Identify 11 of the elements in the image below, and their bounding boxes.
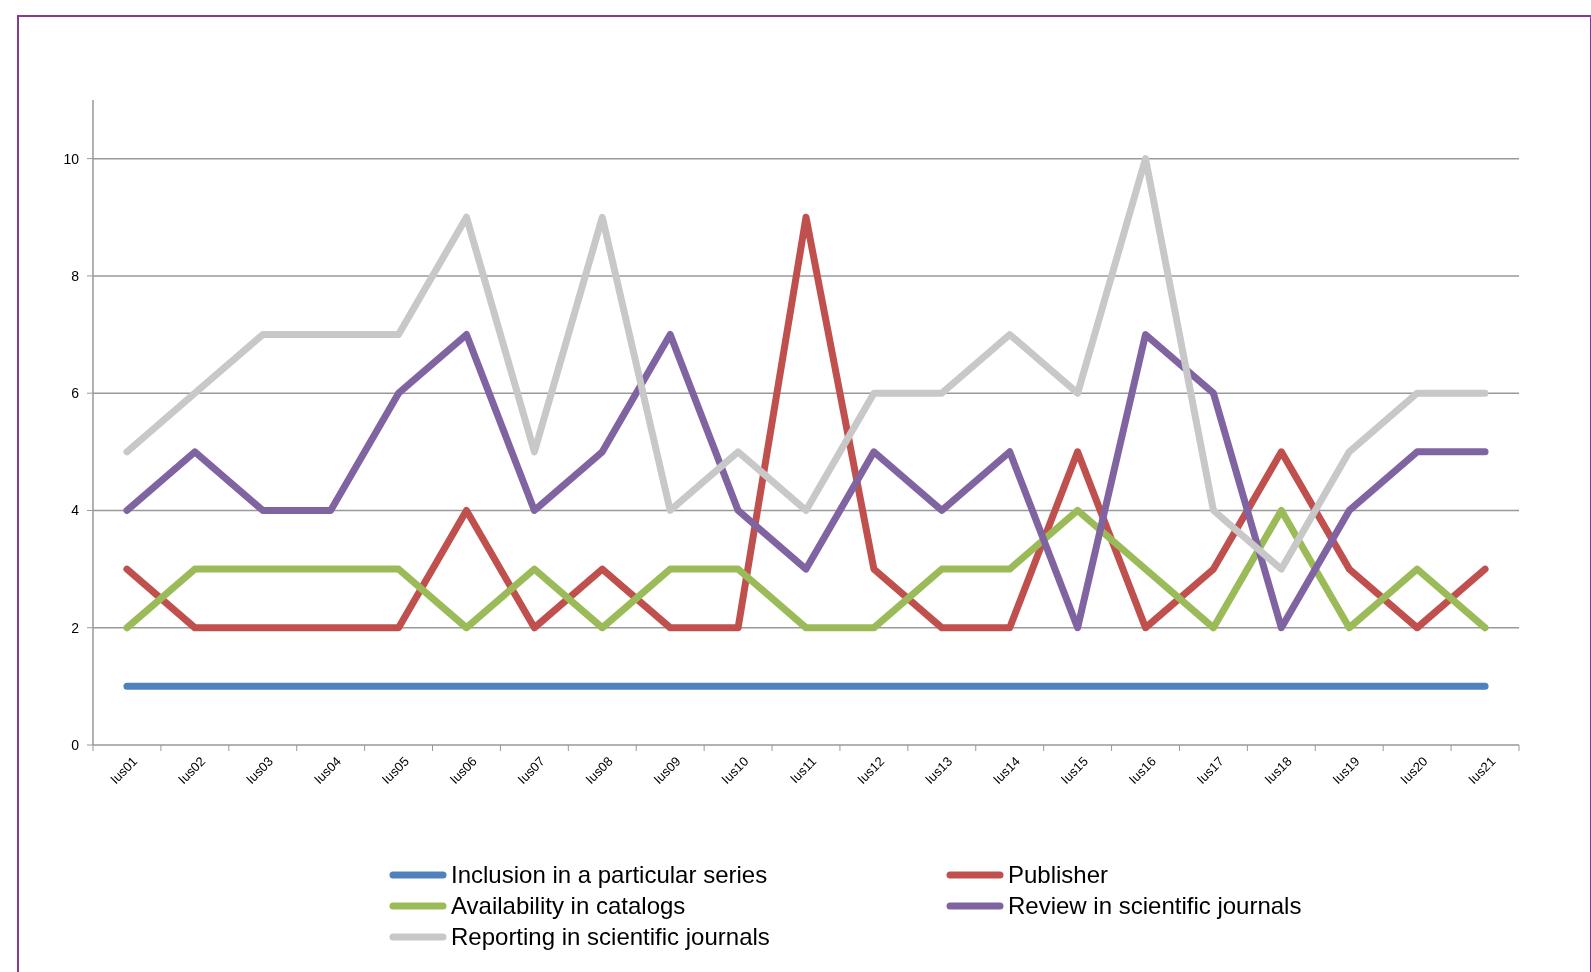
legend-label: Inclusion in a particular series	[451, 861, 768, 889]
y-tick-label: 2	[71, 619, 80, 636]
y-tick-label: 10	[63, 150, 80, 167]
legend-label: Publisher	[1008, 861, 1109, 889]
y-tick-label: 4	[71, 502, 80, 519]
legend-label: Reporting in scientific journals	[451, 923, 770, 951]
y-tick-label: 6	[71, 385, 80, 402]
legend-label: Availability in catalogs	[451, 892, 686, 920]
y-tick-label: 0	[71, 736, 80, 753]
y-tick-label: 8	[71, 267, 80, 284]
legend-label: Review in scientific journals	[1008, 892, 1302, 920]
